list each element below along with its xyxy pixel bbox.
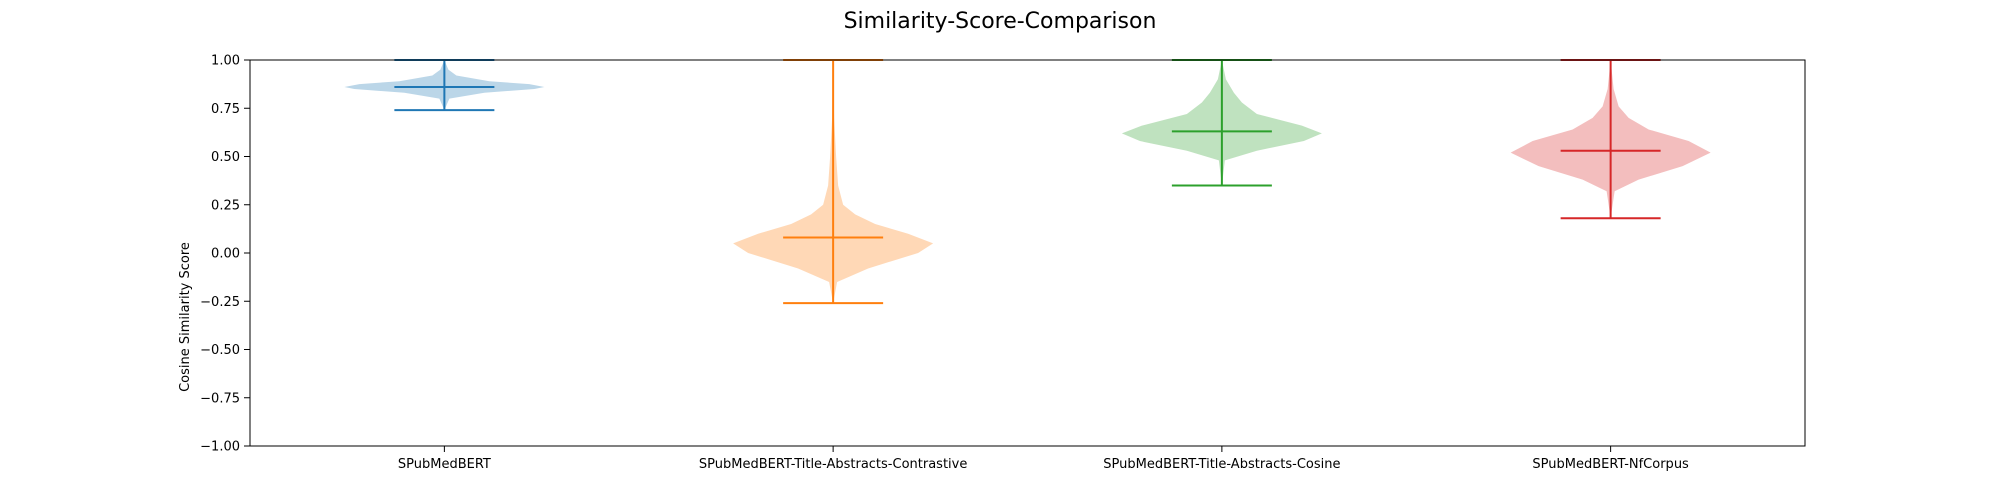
violins-group <box>344 60 1711 304</box>
y-tick-label: 0.50 <box>211 150 240 165</box>
y-tick-label: 0.25 <box>211 198 240 213</box>
y-tick-label: −0.25 <box>200 295 240 310</box>
x-ticks: SPubMedBERT SPubMedBERT-Title-Abstracts-C… <box>398 446 1689 472</box>
y-tick-label: 1.00 <box>211 54 240 69</box>
y-tick-label: 0.00 <box>211 247 240 262</box>
y-tick-label: 0.75 <box>211 102 240 117</box>
stats-group <box>394 59 1661 305</box>
y-tick-label: −0.75 <box>200 391 240 406</box>
plot-frame <box>249 59 1806 447</box>
y-tick-label: −0.50 <box>200 343 240 358</box>
x-tick-label: SPubMedBERT-Title-Abstracts-Contrastive <box>699 457 967 472</box>
x-tick-label: SPubMedBERT-Title-Abstracts-Cosine <box>1103 457 1340 472</box>
x-tick-label: SPubMedBERT <box>398 457 491 472</box>
chart-title: Similarity-Score-Comparison <box>844 9 1157 34</box>
y-ticks: −1.00 −0.75 −0.50 −0.25 0.00 0.25 0.50 0.75 1.00 <box>200 54 250 455</box>
y-axis-label: Cosine Similarity Score <box>178 242 193 392</box>
y-tick-label: −1.00 <box>200 440 240 455</box>
x-tick-label: SPubMedBERT-NfCorpus <box>1532 457 1689 472</box>
